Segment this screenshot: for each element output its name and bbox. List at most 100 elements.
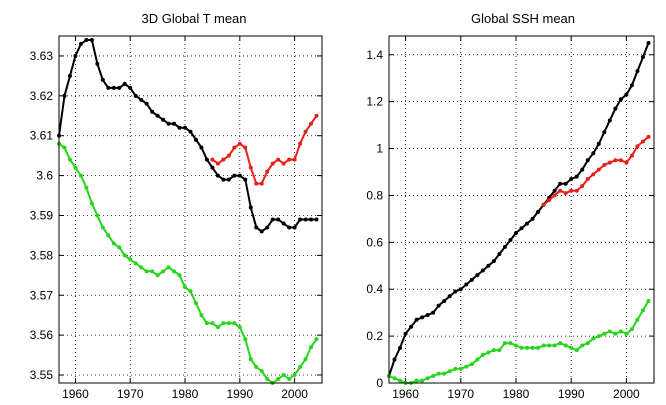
data-point xyxy=(585,177,590,182)
data-point xyxy=(392,357,397,362)
data-point xyxy=(193,137,198,142)
data-point xyxy=(259,229,264,234)
data-point xyxy=(580,167,585,172)
y-tick-label: 3.55 xyxy=(30,368,54,382)
data-point xyxy=(547,198,552,203)
data-point xyxy=(210,165,215,170)
data-point xyxy=(563,191,568,196)
data-point xyxy=(144,101,149,106)
data-point xyxy=(144,269,149,274)
x-tick-label: 1990 xyxy=(226,387,253,401)
data-point xyxy=(67,157,72,162)
data-point xyxy=(458,287,463,292)
data-point xyxy=(591,151,596,156)
data-point xyxy=(243,145,248,150)
data-point xyxy=(640,139,645,144)
data-point xyxy=(287,157,292,162)
data-point xyxy=(117,85,122,90)
data-point xyxy=(580,343,585,348)
data-point xyxy=(215,173,220,178)
series-line xyxy=(58,142,318,384)
data-point xyxy=(403,331,408,336)
data-point xyxy=(530,345,535,350)
data-point xyxy=(596,167,601,172)
data-point xyxy=(270,217,275,222)
data-point xyxy=(519,345,524,350)
data-point xyxy=(602,130,607,135)
data-point xyxy=(309,217,314,222)
data-point xyxy=(78,41,83,46)
data-point xyxy=(303,357,308,362)
data-point xyxy=(292,225,297,230)
data-point xyxy=(276,377,281,382)
x-tick-label: 1960 xyxy=(62,387,89,401)
data-point xyxy=(133,261,138,266)
data-point xyxy=(624,331,629,336)
data-point xyxy=(314,337,319,342)
data-point xyxy=(618,329,623,334)
data-point xyxy=(618,158,623,163)
y-tick-label: 3.59 xyxy=(30,208,54,222)
chart-panel-1: 3D Global T mean 1960 1970 1980 1990 2000 3.5… xyxy=(30,11,323,401)
data-point xyxy=(111,241,116,246)
data-point xyxy=(547,343,552,348)
data-point xyxy=(221,157,226,162)
data-point xyxy=(602,162,607,167)
data-point xyxy=(574,188,579,193)
data-point xyxy=(425,313,430,318)
data-point xyxy=(89,37,94,42)
y-tick-label: 3.6 xyxy=(36,169,53,183)
plot-area-frame xyxy=(58,35,323,384)
data-point xyxy=(607,160,612,165)
data-point xyxy=(519,226,524,231)
data-point xyxy=(292,373,297,378)
data-point xyxy=(624,92,629,97)
data-point xyxy=(525,345,530,350)
y-tick-label: 0 xyxy=(376,376,383,390)
data-point xyxy=(497,348,502,353)
data-point xyxy=(95,61,100,66)
y-tick-label: 3.61 xyxy=(30,129,54,143)
data-point xyxy=(139,97,144,102)
data-point xyxy=(398,378,403,383)
data-point xyxy=(420,315,425,320)
data-point xyxy=(414,378,419,383)
data-point xyxy=(281,373,286,378)
data-point xyxy=(607,329,612,334)
x-tick-label: 1960 xyxy=(392,387,419,401)
data-point xyxy=(210,321,215,326)
data-point xyxy=(475,273,480,278)
data-point xyxy=(314,113,319,118)
data-point xyxy=(513,343,518,348)
data-point xyxy=(265,169,270,174)
chart-title: Global SSH mean xyxy=(471,11,575,26)
data-point xyxy=(497,252,502,257)
data-point xyxy=(475,357,480,362)
data-point xyxy=(254,225,259,230)
data-point xyxy=(226,177,231,182)
data-point xyxy=(243,337,248,342)
data-point xyxy=(574,174,579,179)
data-point xyxy=(635,317,640,322)
data-point xyxy=(552,343,557,348)
data-point xyxy=(259,369,264,374)
data-point xyxy=(309,121,314,126)
data-point xyxy=(436,303,441,308)
data-point xyxy=(480,268,485,273)
data-point xyxy=(106,233,111,238)
data-point xyxy=(298,365,303,370)
data-point xyxy=(254,181,259,186)
data-point xyxy=(613,106,618,111)
data-point xyxy=(254,365,259,370)
y-tick-label: 1.2 xyxy=(366,95,383,109)
data-point xyxy=(602,331,607,336)
data-point xyxy=(188,129,193,134)
data-point xyxy=(563,181,568,186)
data-point xyxy=(122,253,127,258)
data-point xyxy=(607,118,612,123)
data-point xyxy=(629,153,634,158)
y-tick-label: 3.56 xyxy=(30,328,54,342)
data-point xyxy=(232,173,237,178)
data-point xyxy=(431,373,436,378)
data-point xyxy=(150,109,155,114)
